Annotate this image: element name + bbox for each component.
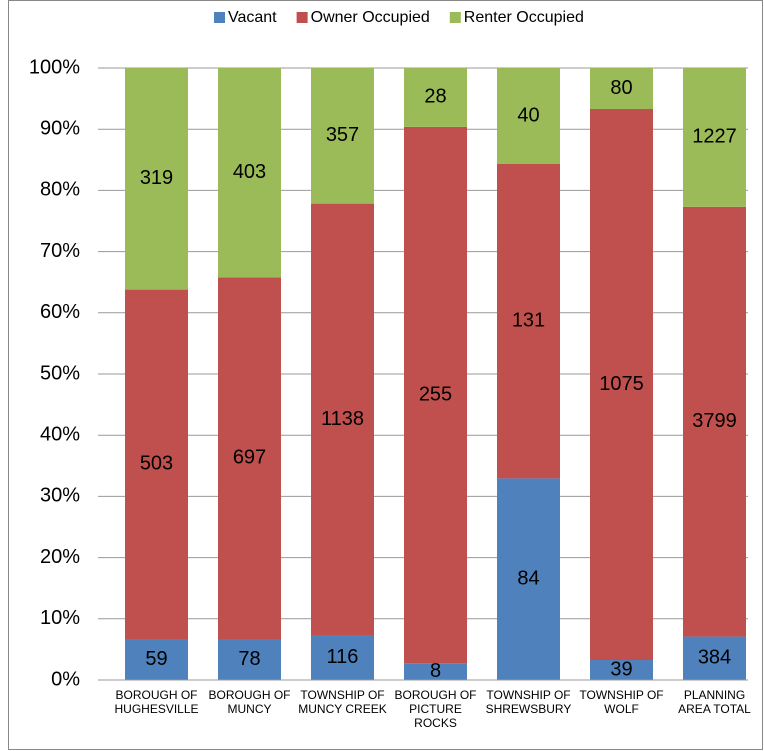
data-label: 40 xyxy=(517,104,539,126)
bar-segment xyxy=(683,636,746,680)
data-label: 697 xyxy=(233,447,266,469)
data-label: 1227 xyxy=(692,126,737,148)
data-label: 357 xyxy=(326,124,359,146)
bar-segment xyxy=(125,639,188,680)
bar-segment xyxy=(497,68,560,164)
x-tick-label: PLANNING AREA TOTAL xyxy=(678,688,751,716)
x-tick-label: TOWNSHIP OF WOLF xyxy=(579,688,664,716)
bar-segment xyxy=(125,68,188,290)
x-tick-label: TOWNSHIP OF SHREWSBURY xyxy=(485,688,572,716)
data-label: 116 xyxy=(327,646,359,668)
x-tick-label: BOROUGH OF PICTURE ROCKS xyxy=(394,688,477,730)
data-label: 403 xyxy=(233,161,266,183)
y-tick-label: 100% xyxy=(29,56,80,78)
y-tick-label: 30% xyxy=(40,485,80,507)
bar-segment xyxy=(311,68,374,204)
bar-segment xyxy=(311,635,374,680)
bar-segment xyxy=(218,639,281,680)
data-label: 59 xyxy=(145,648,167,670)
data-label: 503 xyxy=(140,453,173,475)
data-label: 3799 xyxy=(692,410,737,432)
y-tick-label: 0% xyxy=(51,668,80,690)
data-label: 1138 xyxy=(321,408,364,430)
data-label: 384 xyxy=(698,647,731,669)
data-label: 28 xyxy=(424,86,446,108)
bar-segment xyxy=(218,68,281,278)
legend-label: Vacant xyxy=(228,9,277,26)
bar-segment xyxy=(125,289,188,640)
data-label: 78 xyxy=(238,648,260,670)
y-tick-label: 20% xyxy=(40,546,80,568)
legend-label: Renter Occupied xyxy=(464,9,584,26)
legend-swatch xyxy=(449,12,461,23)
x-tick-label: TOWNSHIP OF MUNCY CREEK xyxy=(298,688,387,716)
bar-segment xyxy=(683,68,746,207)
bar-segment xyxy=(590,660,653,680)
bar-segment xyxy=(590,109,653,661)
legend-label: Owner Occupied xyxy=(311,9,430,26)
legend-swatch xyxy=(214,12,225,23)
y-tick-label: 40% xyxy=(40,423,80,445)
bar-segment xyxy=(590,68,653,110)
bar-segment xyxy=(404,68,467,127)
data-label: 39 xyxy=(610,658,632,680)
x-tick-label: BOROUGH OF MUNCY xyxy=(208,688,291,716)
y-tick-label: 50% xyxy=(40,362,80,384)
chart-border xyxy=(8,0,763,750)
data-label: 319 xyxy=(140,167,173,189)
y-tick-label: 10% xyxy=(40,607,80,629)
x-tick-label: BOROUGH OF HUGHESVILLE xyxy=(114,688,199,716)
bar-segment xyxy=(497,478,560,680)
data-label: 131 xyxy=(512,309,545,331)
data-label: 255 xyxy=(419,383,452,405)
y-tick-label: 90% xyxy=(40,117,80,139)
bar-segment xyxy=(218,277,281,640)
data-label: 84 xyxy=(517,567,539,589)
y-tick-label: 60% xyxy=(40,301,80,323)
bar-segment xyxy=(497,164,560,479)
data-label: 8 xyxy=(430,660,441,682)
y-tick-label: 80% xyxy=(40,179,80,201)
bar-segment xyxy=(311,203,374,636)
bar-segment xyxy=(404,663,467,680)
bar-segment xyxy=(404,126,467,664)
data-label: 1075 xyxy=(599,373,644,395)
y-tick-label: 70% xyxy=(40,240,80,262)
legend-swatch xyxy=(296,12,308,23)
bar-segment xyxy=(683,206,746,637)
data-label: 80 xyxy=(610,77,632,99)
